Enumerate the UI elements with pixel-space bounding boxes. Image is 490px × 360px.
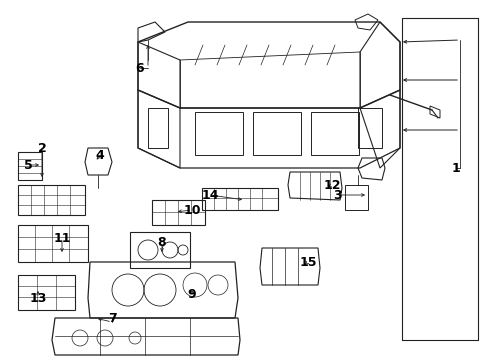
Text: 7: 7 bbox=[108, 311, 117, 324]
Text: 8: 8 bbox=[158, 235, 166, 248]
Text: 5: 5 bbox=[24, 158, 32, 171]
Text: 9: 9 bbox=[188, 288, 196, 302]
Text: 6: 6 bbox=[136, 62, 145, 75]
Text: 14: 14 bbox=[201, 189, 219, 202]
Text: 13: 13 bbox=[29, 292, 47, 305]
Text: 12: 12 bbox=[323, 179, 341, 192]
Text: 3: 3 bbox=[334, 189, 343, 202]
Text: 15: 15 bbox=[299, 256, 317, 269]
Text: 2: 2 bbox=[38, 141, 47, 154]
Text: 11: 11 bbox=[53, 231, 71, 244]
Text: 10: 10 bbox=[183, 203, 201, 216]
Text: 1: 1 bbox=[452, 162, 461, 175]
Text: 4: 4 bbox=[96, 149, 104, 162]
